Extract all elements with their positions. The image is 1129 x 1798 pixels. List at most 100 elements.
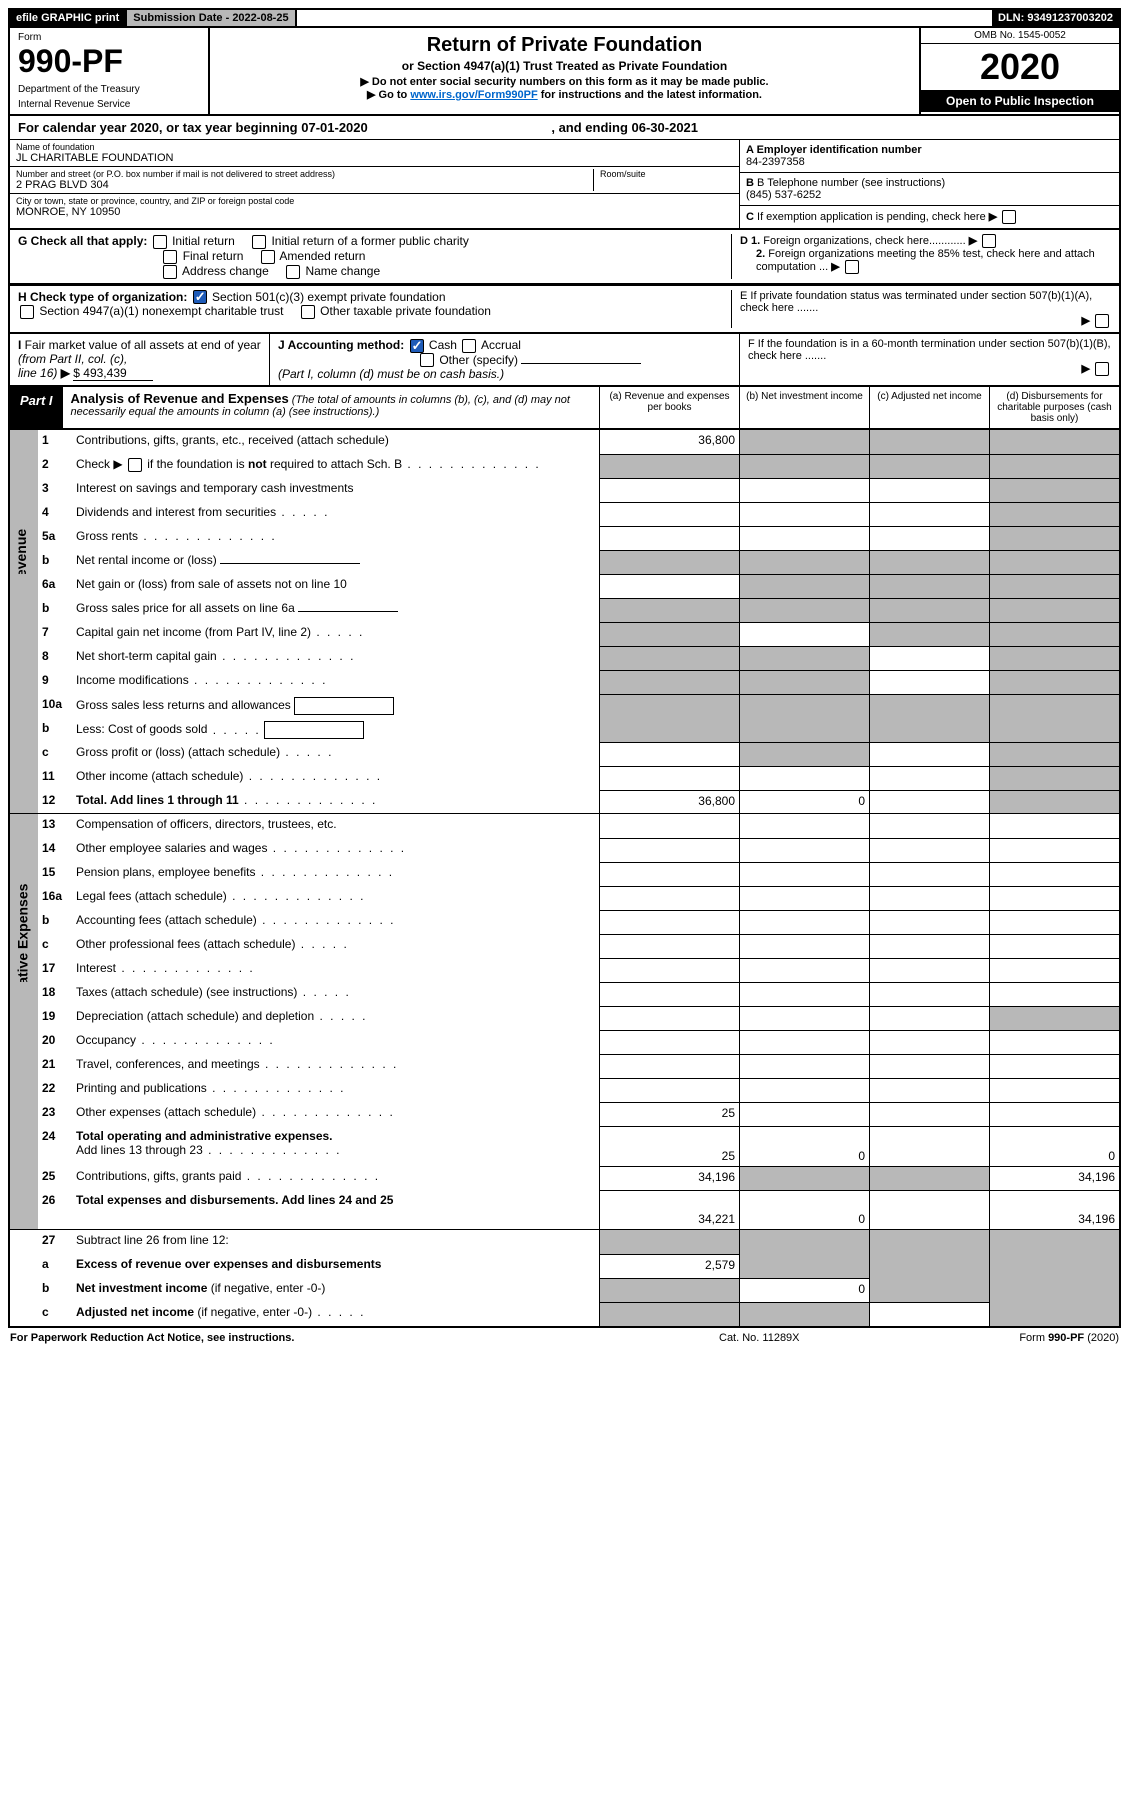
calendar-year-row: For calendar year 2020, or tax year begi… [8,116,1121,139]
col-c-header: (c) Adjusted net income [869,387,989,428]
line-13: 13 Compensation of officers, directors, … [10,814,1119,838]
line-6b: b Gross sales price for all assets on li… [10,598,1119,622]
line-18: 18 Taxes (attach schedule) (see instruct… [10,982,1119,1006]
line-16a: 16a Legal fees (attach schedule) [10,886,1119,910]
accrual-checkbox[interactable] [462,339,476,353]
initial-former-checkbox[interactable] [252,235,266,249]
goto-note: ▶ Go to www.irs.gov/Form990PF for instru… [216,88,913,101]
line-19: 19 Depreciation (attach schedule) and de… [10,1006,1119,1030]
line-25: 25 Contributions, gifts, grants paid 34,… [10,1166,1119,1190]
fmv-label: I Fair market value of all assets at end… [18,338,261,366]
page-footer: For Paperwork Reduction Act Notice, see … [8,1328,1121,1348]
exemption-checkbox[interactable] [1002,210,1016,224]
amended-return-checkbox[interactable] [261,250,275,264]
other-taxable-checkbox[interactable] [301,305,315,319]
501c3-checkbox[interactable] [193,290,207,304]
irs-link[interactable]: www.irs.gov/Form990PF [410,89,537,101]
l26-a: 34,221 [599,1190,739,1229]
line-12: 12 Total. Add lines 1 through 11 36,800 … [10,790,1119,814]
e-checkbox[interactable] [1095,314,1109,328]
4947-checkbox[interactable] [20,305,34,319]
ssn-note: ▶ Do not enter social security numbers o… [216,75,913,88]
dln-label: DLN: 93491237003202 [992,10,1119,26]
form-header: Form 990-PF Department of the Treasury I… [8,28,1121,116]
line-7: 7 Capital gain net income (from Part IV,… [10,622,1119,646]
form-number: 990-PF [18,43,200,80]
d2-label: 2. Foreign organizations meeting the 85%… [740,248,1111,274]
efile-label: efile GRAPHIC print [10,10,125,26]
line-6a: 6a Net gain or (loss) from sale of asset… [10,574,1119,598]
d2-checkbox[interactable] [845,260,859,274]
phone-value: (845) 537-6252 [746,189,1113,201]
d1-label: D 1. Foreign organizations, check here..… [740,234,1111,248]
cat-no: Cat. No. 11289X [719,1332,919,1344]
l26-b: 0 [739,1190,869,1229]
line-15: 15 Pension plans, employee benefits [10,862,1119,886]
line-24: 24 Total operating and administrative ex… [10,1126,1119,1166]
initial-return-checkbox[interactable] [153,235,167,249]
line-21: 21 Travel, conferences, and meetings [10,1054,1119,1078]
line-14: 14 Other employee salaries and wages [10,838,1119,862]
part1-title: Analysis of Revenue and Expenses [71,391,289,406]
l1-a: 36,800 [599,430,739,454]
line-27: 27 Subtract line 26 from line 12: [10,1230,1119,1254]
inspection-label: Open to Public Inspection [921,90,1119,112]
exemption-pending-label: C If exemption application is pending, c… [746,211,986,223]
l24-b: 0 [739,1126,869,1166]
accounting-label: J Accounting method: [278,338,404,352]
city-label: City or town, state or province, country… [16,196,733,206]
line-22: 22 Printing and publications [10,1078,1119,1102]
line-3: 3 Interest on savings and temporary cash… [10,478,1119,502]
year-end: 06-30-2021 [632,120,699,135]
l24-a: 25 [599,1126,739,1166]
l25-a: 34,196 [599,1166,739,1190]
submission-date: Submission Date - 2022-08-25 [125,10,296,26]
line-1: 1 Contributions, gifts, grants, etc., re… [10,430,1119,454]
f-label: F If the foundation is in a 60-month ter… [748,338,1111,362]
form-label: Form [18,32,200,43]
l12-b: 0 [739,790,869,813]
arrow-icon: ▶ [989,211,997,223]
paperwork-notice: For Paperwork Reduction Act Notice, see … [10,1332,719,1344]
l24-d: 0 [989,1126,1119,1166]
other-method-checkbox[interactable] [420,353,434,367]
d1-checkbox[interactable] [982,234,996,248]
line-27b: b Net investment income (if negative, en… [10,1278,1119,1302]
check-section-g: G Check all that apply: Initial return I… [8,230,1121,284]
room-label: Room/suite [600,169,733,179]
h-label: H Check type of organization: [18,290,187,304]
cash-checkbox[interactable] [410,339,424,353]
l25-d: 34,196 [989,1166,1119,1190]
line-16b: b Accounting fees (attach schedule) [10,910,1119,934]
omb-number: OMB No. 1545-0052 [921,28,1119,44]
e-label: E If private foundation status was termi… [740,290,1111,314]
form-title: Return of Private Foundation [216,34,913,57]
line-10c: c Gross profit or (loss) (attach schedul… [10,742,1119,766]
foundation-name: JL CHARITABLE FOUNDATION [16,152,733,164]
schB-checkbox[interactable] [128,458,142,472]
dept-treasury: Department of the Treasury [18,84,200,95]
form-subtitle: or Section 4947(a)(1) Trust Treated as P… [216,59,913,73]
address-change-checkbox[interactable] [163,265,177,279]
tax-year: 2020 [921,44,1119,90]
l27a-a: 2,579 [599,1254,739,1278]
part1-label: Part I [10,387,63,428]
year-begin: 07-01-2020 [301,120,368,135]
line-10a: 10a Gross sales less returns and allowan… [10,694,1119,718]
final-return-checkbox[interactable] [163,250,177,264]
line-5a: 5a Gross rents [10,526,1119,550]
foundation-name-label: Name of foundation [16,142,733,152]
phone-label: B B Telephone number (see instructions) [746,177,1113,189]
main-table: 1 Contributions, gifts, grants, etc., re… [8,430,1121,1328]
f-checkbox[interactable] [1095,362,1109,376]
form-ref: Form 990-PF (2020) [919,1332,1119,1344]
l27b-b: 0 [739,1278,869,1302]
check-section-h: H Check type of organization: Section 50… [8,285,1121,334]
g-label: G Check all that apply: [18,234,147,248]
name-change-checkbox[interactable] [286,265,300,279]
line-16c: c Other professional fees (attach schedu… [10,934,1119,958]
line-4: 4 Dividends and interest from securities [10,502,1119,526]
l12-a: 36,800 [599,790,739,813]
l23-a: 25 [599,1102,739,1126]
col-d-header: (d) Disbursements for charitable purpose… [989,387,1119,428]
